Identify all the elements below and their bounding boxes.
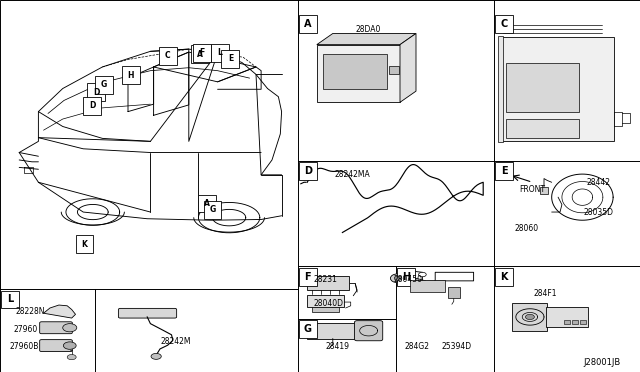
Bar [87, 83, 105, 101]
Text: 28231: 28231 [314, 275, 338, 283]
Text: D: D [89, 101, 95, 110]
Text: 28242MA: 28242MA [334, 170, 370, 179]
Text: FRONT: FRONT [520, 185, 545, 194]
Circle shape [525, 314, 534, 320]
Text: K: K [81, 240, 88, 248]
Bar [307, 295, 344, 307]
Text: F: F [200, 48, 205, 57]
Text: A: A [304, 19, 312, 29]
Text: 27960: 27960 [13, 325, 38, 334]
Text: 280450: 280450 [394, 275, 423, 283]
Bar [83, 97, 101, 115]
Bar [540, 187, 548, 194]
Bar [193, 44, 211, 62]
Text: 28035D: 28035D [584, 208, 613, 217]
Text: H: H [402, 272, 410, 282]
Text: D: D [304, 166, 312, 176]
Bar [211, 44, 229, 62]
Text: J28001JB: J28001JB [583, 358, 620, 367]
Text: K: K [500, 272, 508, 282]
Bar [312, 307, 339, 312]
Bar [546, 307, 588, 327]
Text: G: G [209, 205, 216, 214]
Circle shape [419, 272, 426, 277]
Text: 28419: 28419 [325, 342, 349, 351]
Bar [323, 54, 387, 89]
Text: L: L [7, 295, 13, 304]
Bar [389, 66, 399, 74]
FancyBboxPatch shape [118, 308, 177, 318]
Bar [191, 45, 209, 63]
Bar [317, 45, 400, 102]
Circle shape [390, 274, 406, 283]
Bar [502, 37, 614, 141]
Bar [512, 303, 547, 331]
Bar [204, 201, 221, 219]
Bar [410, 280, 445, 292]
Circle shape [63, 342, 76, 349]
FancyBboxPatch shape [355, 321, 383, 341]
Text: 28442: 28442 [586, 178, 611, 187]
Bar [76, 235, 93, 253]
Bar [495, 268, 513, 286]
Text: D: D [93, 88, 99, 97]
Bar [572, 320, 578, 324]
Bar [506, 63, 579, 112]
Text: C: C [500, 19, 508, 29]
Bar [495, 15, 513, 33]
Bar [299, 268, 317, 286]
Text: A: A [204, 199, 211, 208]
Text: H: H [127, 71, 134, 80]
Text: A: A [196, 50, 203, 59]
Text: L: L [218, 48, 223, 57]
Text: F: F [305, 272, 311, 282]
Text: 28228N: 28228N [16, 307, 45, 316]
Bar [495, 162, 513, 180]
Polygon shape [317, 33, 416, 45]
Circle shape [63, 324, 77, 332]
Polygon shape [44, 305, 76, 318]
Bar [448, 287, 460, 298]
Circle shape [151, 353, 161, 359]
Text: G: G [100, 80, 107, 89]
Polygon shape [400, 33, 416, 102]
Bar [95, 76, 113, 94]
Text: 28040D: 28040D [314, 299, 343, 308]
Bar [198, 195, 216, 212]
Text: 284G2: 284G2 [404, 342, 429, 351]
Bar [299, 162, 317, 180]
Text: 28060: 28060 [514, 224, 538, 233]
Bar [580, 320, 586, 324]
Circle shape [394, 276, 402, 280]
Bar [1, 291, 19, 308]
Text: 28242M: 28242M [161, 337, 191, 346]
FancyBboxPatch shape [40, 322, 72, 334]
Bar [299, 15, 317, 33]
Bar [299, 320, 317, 338]
Text: C: C [165, 51, 170, 60]
Bar [307, 323, 358, 339]
Bar [122, 66, 140, 84]
Bar [307, 276, 349, 290]
FancyBboxPatch shape [40, 340, 72, 352]
Bar [506, 119, 579, 138]
Text: G: G [304, 324, 312, 334]
Text: E: E [501, 166, 508, 176]
Bar [221, 50, 239, 68]
Circle shape [67, 355, 76, 360]
Text: 28DA0: 28DA0 [355, 25, 381, 34]
Bar [498, 36, 503, 142]
Bar [397, 268, 415, 286]
Text: 27960B: 27960B [10, 342, 39, 351]
Bar [564, 320, 570, 324]
Text: 25394D: 25394D [442, 342, 472, 351]
Text: E: E [228, 54, 233, 63]
Text: 284F1: 284F1 [534, 289, 557, 298]
Bar [159, 47, 177, 65]
